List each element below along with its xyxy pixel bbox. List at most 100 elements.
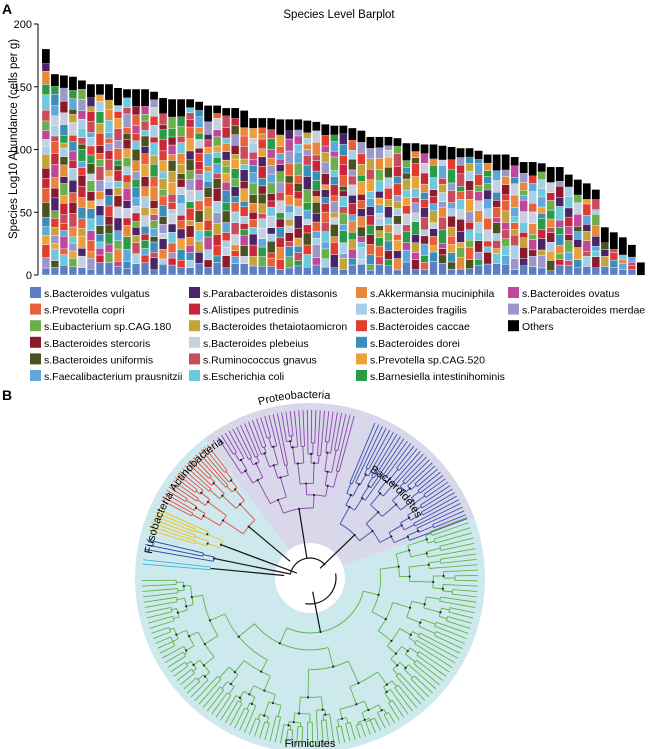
- bar-segment: [348, 214, 357, 222]
- bar-segment: [95, 159, 105, 167]
- bar-segment: [537, 229, 546, 239]
- sample-bar: [186, 99, 195, 276]
- tree-tip: [430, 517, 467, 532]
- bar-segment: [150, 220, 159, 229]
- bar-segment: [113, 195, 123, 207]
- bar-segment: [150, 107, 159, 117]
- tree-arc: [420, 511, 424, 516]
- tree-tip: [234, 708, 246, 729]
- tree-node: [408, 487, 411, 490]
- tree-tip: [143, 596, 177, 603]
- tree-tip: [244, 423, 259, 457]
- bar-segment: [357, 208, 366, 217]
- bar-segment: [294, 129, 303, 137]
- bar-segment-others: [501, 154, 510, 170]
- bar-segment: [465, 268, 474, 276]
- bar-segment: [456, 231, 465, 243]
- tree-tip: [393, 453, 424, 487]
- bar-segment: [474, 163, 483, 175]
- tree-branch: [346, 717, 349, 724]
- tree-branch: [222, 520, 244, 535]
- tree-branch: [239, 450, 245, 459]
- bar-segment: [276, 268, 285, 276]
- tree-branch: [234, 489, 245, 501]
- bar-segment: [131, 148, 141, 162]
- bar-segment: [131, 253, 141, 265]
- bar-segment: [104, 138, 114, 144]
- tree-tip: [413, 675, 433, 694]
- tree-arc: [417, 633, 421, 637]
- bar-segment: [41, 178, 50, 189]
- tree-tip: [149, 620, 175, 629]
- bar-segment: [95, 180, 105, 192]
- tree-branch: [347, 661, 359, 684]
- tree-branch: [312, 463, 315, 484]
- tree-arc: [254, 623, 329, 651]
- bar-segment: [303, 176, 312, 190]
- bar-segment: [77, 186, 86, 198]
- tree-tip: [228, 430, 241, 451]
- tree-branch: [418, 525, 434, 533]
- bar-segment: [186, 260, 195, 268]
- bar-segment: [204, 206, 213, 221]
- legend-swatch: [356, 303, 367, 315]
- tree-arc: [300, 696, 322, 698]
- bar-segment: [77, 118, 86, 129]
- tree-branch: [239, 698, 243, 703]
- tree-tip: [413, 663, 440, 686]
- bar-segment: [231, 158, 240, 169]
- tree-tip: [301, 726, 304, 746]
- tree-tip: [145, 544, 203, 557]
- bar-segment: [618, 259, 627, 264]
- tree-tip: [440, 553, 477, 560]
- bar-segment: [231, 134, 240, 146]
- bar-segment: [231, 222, 240, 235]
- tree-branch: [185, 645, 195, 651]
- bar-segment: [402, 213, 411, 226]
- tree-branch: [280, 477, 287, 498]
- tree-branch: [409, 647, 419, 654]
- bar-segment: [285, 175, 294, 184]
- bar-segment: [474, 251, 483, 260]
- tree-branch: [171, 607, 177, 611]
- tree-branch: [408, 564, 429, 568]
- tree-tip: [320, 410, 326, 456]
- bar-segment: [59, 176, 68, 184]
- bar-segment: [429, 196, 438, 204]
- bar-segment: [177, 153, 186, 165]
- tree-tip: [434, 635, 463, 649]
- bar-segment: [104, 109, 114, 121]
- bar-segment: [213, 178, 222, 189]
- bar-segment: [330, 236, 339, 243]
- tree-arc: [383, 711, 389, 716]
- bar-segment: [59, 214, 68, 224]
- tree-tip: [232, 428, 249, 460]
- bar-segment: [321, 231, 330, 243]
- bar-segment: [231, 196, 240, 203]
- bar-segment: [384, 145, 393, 151]
- bar-segment: [267, 164, 276, 175]
- tree-arc: [388, 700, 393, 704]
- bar-segment: [104, 181, 114, 189]
- legend-swatch: [30, 370, 41, 381]
- tree-tip: [296, 726, 299, 746]
- bar-segment-others: [420, 144, 429, 154]
- tree-arc: [243, 660, 271, 677]
- tree-branch: [408, 637, 416, 643]
- bar-segment: [131, 205, 141, 214]
- bar-segment: [357, 200, 366, 209]
- tree-tip: [316, 715, 319, 746]
- bar-segment: [492, 253, 501, 264]
- bar-segment: [186, 201, 195, 209]
- bar-segment: [474, 174, 483, 186]
- tree-node: [367, 485, 370, 488]
- tree-tip: [371, 431, 394, 471]
- bar-segment: [537, 213, 546, 219]
- bar-segment: [501, 246, 510, 256]
- bar-segment: [231, 263, 240, 276]
- tree-tip: [395, 675, 422, 705]
- legend-entry: s.Bacteroides stercoris: [30, 336, 150, 350]
- bar-segment-others: [78, 80, 86, 89]
- tree-arc: [396, 467, 400, 471]
- bar-segment: [231, 168, 240, 180]
